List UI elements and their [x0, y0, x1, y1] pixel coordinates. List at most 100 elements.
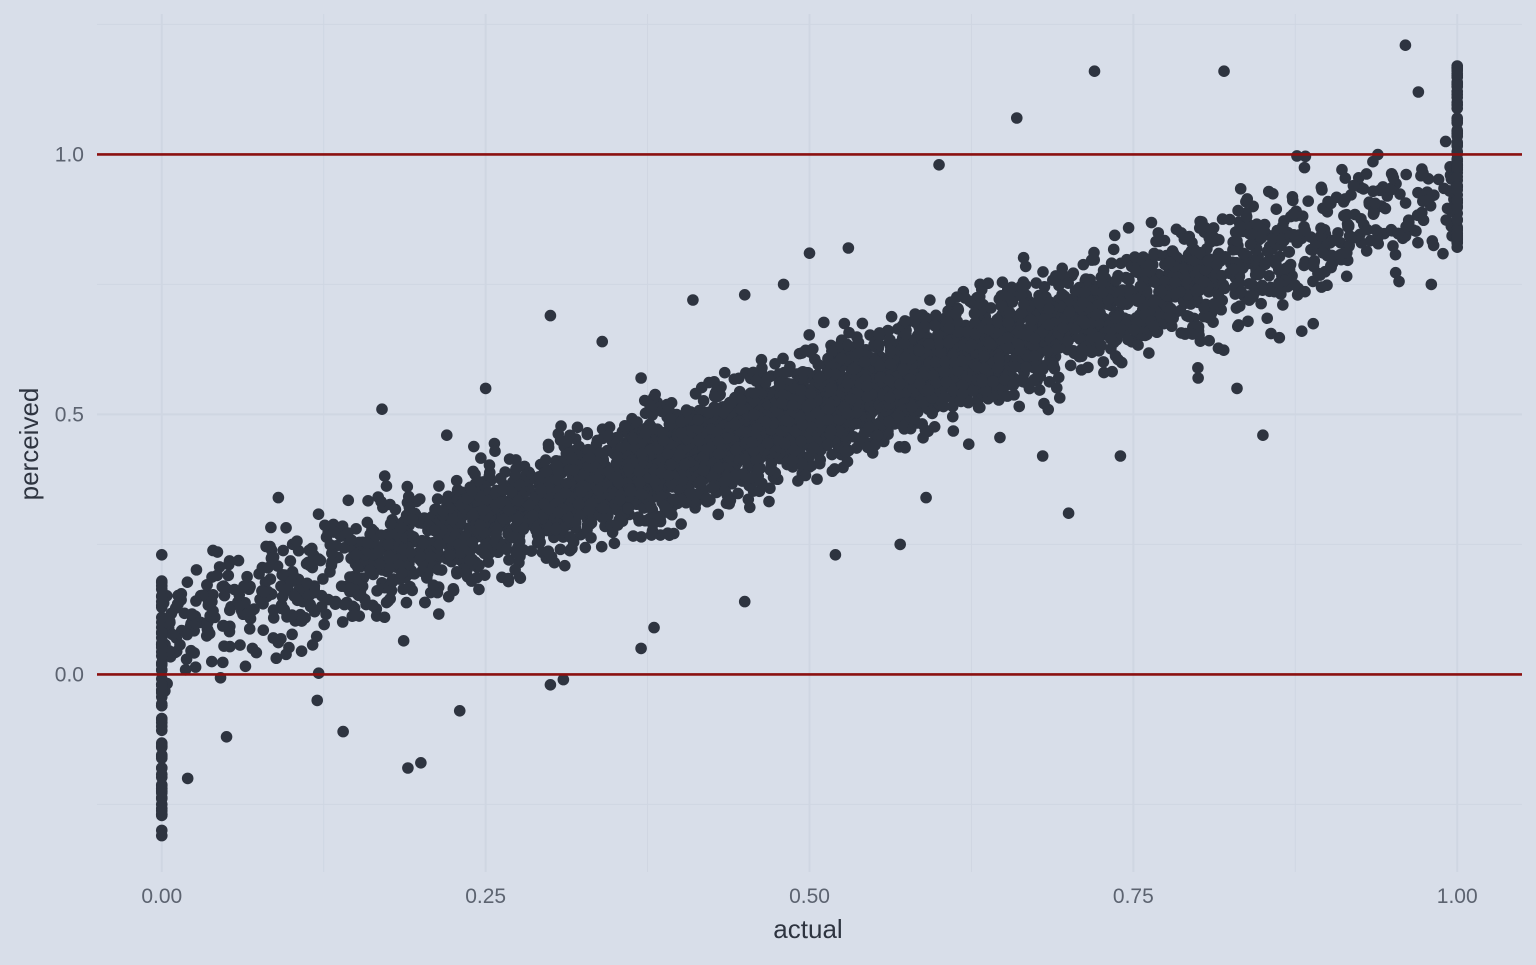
data-point [913, 327, 925, 340]
data-point [943, 322, 955, 335]
data-point [352, 561, 364, 574]
data-point [303, 544, 316, 557]
data-point [667, 493, 680, 506]
data-point [1145, 216, 1158, 229]
data-point [1451, 241, 1464, 254]
data-point [403, 501, 416, 514]
data-point [265, 552, 278, 565]
data-point [350, 548, 363, 561]
data-point [217, 656, 229, 669]
data-point [342, 494, 355, 507]
data-point [1315, 281, 1328, 293]
data-point [155, 752, 168, 764]
data-point [1122, 333, 1134, 346]
data-point [689, 388, 702, 400]
data-point [380, 480, 393, 492]
data-point [396, 567, 408, 580]
data-point [581, 427, 594, 439]
data-point [1389, 266, 1402, 279]
data-point [465, 575, 478, 587]
data-point [503, 554, 515, 566]
data-point [424, 551, 437, 563]
data-point [1400, 168, 1412, 181]
data-point [534, 483, 547, 496]
data-point [1295, 325, 1308, 338]
data-point [306, 639, 319, 651]
data-point [883, 415, 895, 428]
data-point [602, 429, 615, 442]
data-point [1164, 302, 1177, 315]
data-point [338, 542, 351, 554]
data-point [1129, 264, 1142, 277]
data-point [295, 645, 308, 657]
data-point [542, 503, 555, 515]
data-point [822, 413, 835, 426]
data-point [752, 463, 764, 475]
data-point [801, 400, 813, 413]
data-point [1232, 204, 1244, 217]
data-point [1208, 298, 1220, 310]
data-point [552, 506, 564, 519]
data-point [1169, 288, 1182, 300]
data-point [190, 564, 203, 576]
data-point [1341, 246, 1353, 259]
data-point [523, 499, 536, 512]
data-point [317, 573, 329, 585]
data-point [571, 421, 584, 434]
data-point [478, 547, 491, 560]
data-points [155, 39, 1464, 842]
data-point [995, 300, 1008, 312]
data-point [732, 487, 744, 500]
data-point [1217, 344, 1230, 357]
data-point [627, 433, 640, 446]
data-point [708, 376, 720, 388]
data-point [1451, 117, 1464, 129]
data-point [258, 586, 271, 598]
data-point [913, 344, 926, 357]
data-point [402, 762, 414, 774]
data-point [647, 518, 659, 531]
data-point [1416, 206, 1428, 219]
x-tick-label: 0.75 [1113, 885, 1154, 908]
data-point [596, 511, 609, 524]
data-point [155, 678, 168, 691]
data-point [1106, 365, 1118, 378]
data-point [885, 310, 898, 323]
data-point [564, 544, 576, 557]
data-point [1047, 360, 1060, 373]
data-point [664, 507, 676, 520]
data-point [1023, 382, 1036, 395]
data-point [833, 413, 845, 426]
data-point [451, 484, 464, 496]
data-point [633, 465, 646, 478]
data-point [1451, 91, 1464, 104]
data-point [542, 441, 555, 454]
data-point [1451, 126, 1464, 138]
data-point [874, 371, 887, 384]
data-point [1279, 262, 1292, 275]
data-point [277, 544, 289, 557]
data-point [700, 492, 713, 505]
data-point [467, 465, 479, 478]
data-point [978, 350, 990, 362]
data-point [825, 382, 838, 394]
data-point [1028, 350, 1041, 363]
data-point [175, 588, 188, 600]
data-point [517, 523, 530, 536]
data-point [884, 345, 897, 357]
data-point [180, 653, 193, 666]
data-point [633, 476, 646, 488]
data-point [651, 443, 664, 455]
data-point [1451, 194, 1464, 207]
data-point [1417, 167, 1429, 179]
data-point [1174, 304, 1187, 317]
data-point [900, 328, 912, 340]
data-point [383, 550, 395, 562]
data-point [382, 538, 394, 551]
data-point [1005, 281, 1018, 294]
data-point [1410, 225, 1422, 237]
data-point [1340, 270, 1353, 283]
data-point [1240, 210, 1253, 223]
data-point [592, 484, 605, 497]
data-point [342, 527, 354, 539]
